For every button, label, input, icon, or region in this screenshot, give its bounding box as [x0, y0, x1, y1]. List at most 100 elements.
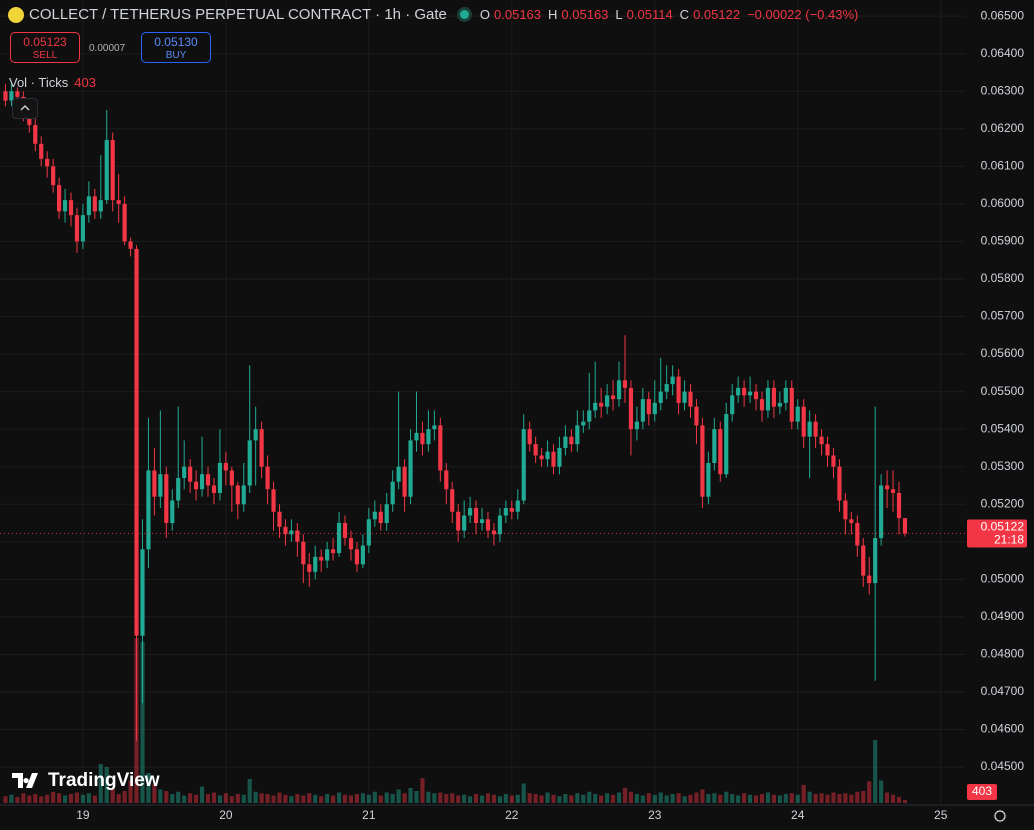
- candle-body: [396, 466, 401, 482]
- candle-body: [360, 545, 365, 565]
- candle-body: [813, 421, 818, 437]
- candle-body: [325, 549, 330, 561]
- candle-body: [557, 447, 562, 467]
- volume-bar: [45, 794, 50, 803]
- volume-bar: [491, 794, 497, 803]
- volume-bar: [146, 773, 151, 803]
- volume-bar: [855, 791, 860, 803]
- volume-bar: [468, 796, 473, 803]
- volume-bar: [313, 794, 318, 803]
- candle-body: [497, 515, 502, 535]
- candle-body: [456, 511, 461, 531]
- candle-body: [485, 519, 491, 531]
- candle-body: [152, 470, 157, 497]
- candle-body: [372, 511, 377, 520]
- volume-bar: [39, 796, 44, 803]
- volume-bar: [223, 793, 228, 803]
- candle-body: [646, 399, 651, 415]
- candle-body: [9, 91, 14, 101]
- volume-bar: [479, 795, 485, 803]
- candle-body: [468, 508, 473, 516]
- candle-body: [122, 203, 127, 242]
- candle-body: [33, 125, 38, 144]
- ohlc-value: 0.05122: [693, 7, 741, 22]
- volume-bar: [336, 792, 342, 803]
- candle-body: [277, 511, 282, 527]
- volume-bar: [33, 794, 38, 803]
- volume-bar: [462, 794, 467, 803]
- candle-body: [753, 391, 759, 400]
- volume-bar: [575, 793, 580, 803]
- volume-bar: [152, 784, 157, 803]
- volume-bar: [414, 791, 419, 803]
- buy-label: BUY: [165, 50, 187, 61]
- candle-body: [313, 556, 318, 572]
- candle-body: [712, 429, 717, 463]
- candle-body: [640, 399, 645, 422]
- volume-bar: [265, 794, 270, 803]
- candle-body: [271, 489, 276, 512]
- volume-bar: [747, 794, 753, 803]
- brand-logo: [12, 773, 38, 788]
- candle-body: [676, 376, 681, 403]
- volume-bar: [295, 794, 300, 803]
- candle-body: [378, 511, 383, 524]
- volume-bar: [259, 793, 264, 803]
- candle-body: [563, 436, 568, 448]
- volume-bar: [605, 793, 610, 803]
- candle-body: [259, 429, 264, 467]
- buy-button[interactable]: 0.05130 BUY: [141, 32, 211, 63]
- volume-bar: [319, 796, 324, 803]
- volume-bar: [307, 793, 312, 803]
- y-tick-label: 0.06200: [981, 121, 1025, 135]
- candle-body: [610, 395, 616, 400]
- volume-bar: [92, 795, 97, 803]
- candle-body: [408, 440, 413, 497]
- candle-body: [682, 391, 687, 403]
- volume-bar: [610, 794, 616, 803]
- volume-bar: [408, 788, 413, 803]
- volume-bar: [730, 794, 735, 803]
- collapse-button[interactable]: [12, 98, 38, 119]
- candle-body: [110, 140, 115, 201]
- ohlc-legend: O 0.05163 H 0.05163 L 0.05114 C 0.05122 −0.00022…: [480, 7, 858, 22]
- y-tick-label: 0.06000: [981, 196, 1025, 210]
- volume-bar: [593, 794, 598, 803]
- volume-bar: [354, 794, 360, 803]
- volume-bar: [551, 794, 556, 803]
- candle-body: [670, 376, 675, 385]
- volume-bar: [682, 796, 687, 803]
- candle-body: [777, 402, 782, 407]
- candle-body: [176, 477, 181, 501]
- x-tick-label: 20: [219, 808, 233, 822]
- y-tick-label: 0.04700: [981, 684, 1025, 698]
- candle-body: [575, 425, 580, 445]
- volume-bar: [694, 792, 699, 803]
- volume-bar: [98, 764, 103, 803]
- ohlc-key: C: [679, 7, 690, 22]
- volume-bar: [235, 794, 240, 803]
- candle-body: [289, 530, 294, 535]
- volume-bar: [271, 795, 276, 803]
- volume-bar: [438, 792, 443, 803]
- volume-bar: [194, 794, 199, 803]
- candle-body: [402, 466, 407, 497]
- volume-bar: [563, 794, 568, 803]
- volume-bar: [825, 794, 830, 803]
- volume-bar: [128, 780, 133, 803]
- volume-bar: [581, 794, 586, 803]
- volume-bar: [348, 795, 354, 803]
- candle-body: [765, 387, 771, 411]
- volume-bar: [712, 793, 717, 803]
- candle-body: [533, 444, 538, 456]
- candle-body: [509, 508, 514, 512]
- candle-body: [807, 421, 812, 437]
- volume-bar: [402, 793, 407, 803]
- candle-body: [688, 391, 693, 407]
- y-tick-label: 0.06500: [981, 8, 1025, 22]
- market-status: [459, 10, 469, 19]
- candle-body: [205, 474, 211, 486]
- sell-button[interactable]: 0.05123 SELL: [10, 32, 80, 63]
- y-tick-label: 0.05300: [981, 459, 1025, 473]
